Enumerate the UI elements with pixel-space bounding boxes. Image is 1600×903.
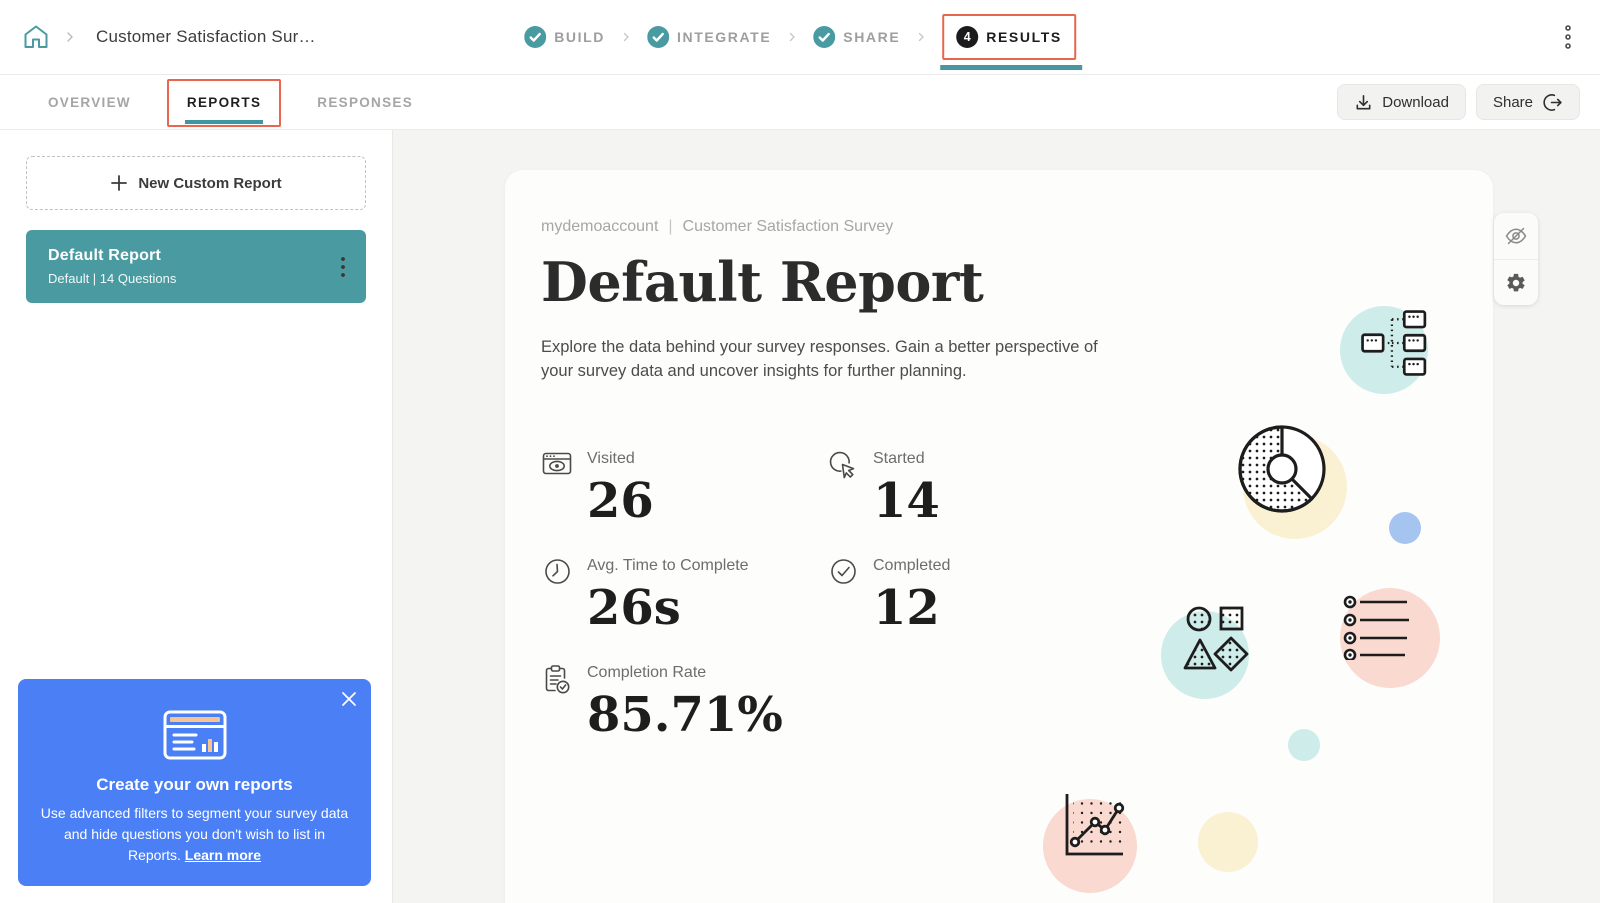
new-custom-report-button[interactable]: New Custom Report — [26, 156, 366, 210]
step-label: INTEGRATE — [677, 29, 772, 45]
check-circle-icon — [647, 26, 669, 48]
stat-label: Completed — [873, 556, 951, 574]
tab-reports[interactable]: REPORTS — [166, 75, 282, 129]
report-side-tools — [1494, 213, 1538, 305]
stat-value: 26 — [587, 472, 654, 529]
step-share[interactable]: SHARE — [813, 26, 900, 48]
home-button[interactable] — [20, 21, 52, 53]
report-item-menu-button[interactable] — [336, 252, 350, 282]
topbar: Customer Satisfaction Sur… BUILD INTEGRA… — [0, 0, 1600, 75]
page-body: New Custom Report Default Report Default… — [0, 130, 1600, 903]
main-content: mydemoaccount | Customer Satisfaction Su… — [393, 130, 1600, 903]
deco-circle-teal-dot — [1288, 729, 1320, 761]
report-title: Default Report — [541, 250, 984, 314]
breadcrumb-separator: | — [668, 218, 673, 235]
gear-icon — [1507, 273, 1525, 291]
report-list-item[interactable]: Default Report Default | 14 Questions — [26, 230, 366, 303]
chevron-right-icon — [789, 32, 796, 42]
stat-value: 26s — [587, 579, 681, 636]
step-results[interactable]: 4 RESULTS — [940, 14, 1082, 70]
step-label: BUILD — [554, 29, 605, 45]
active-tab-underline — [184, 120, 264, 124]
download-label: Download — [1382, 93, 1449, 111]
stat-completion-rate: Completion Rate 85.71% — [541, 664, 827, 739]
hide-questions-button[interactable] — [1494, 213, 1538, 259]
deco-circle-blue — [1389, 512, 1421, 544]
eye-off-icon — [1505, 227, 1527, 245]
promo-body-text: Use advanced filters to segment your sur… — [40, 805, 349, 863]
promo-body: Use advanced filters to segment your sur… — [36, 803, 353, 866]
report-item-title: Default Report — [48, 247, 162, 264]
download-icon — [1356, 94, 1371, 109]
reports-sidebar: New Custom Report Default Report Default… — [0, 130, 393, 903]
stat-started: Started 14 — [827, 450, 1157, 525]
step-label: RESULTS — [986, 29, 1062, 45]
chevron-right-icon — [918, 32, 925, 42]
stat-label: Visited — [587, 449, 635, 467]
stat-label: Avg. Time to Complete — [587, 556, 749, 574]
clock-icon — [544, 559, 570, 584]
step-integrate[interactable]: INTEGRATE — [647, 26, 771, 48]
chevron-right-icon — [67, 32, 73, 42]
promo-title: Create your own reports — [96, 775, 293, 794]
tab-responses[interactable]: RESPONSES — [297, 75, 433, 129]
check-circle-outline-icon — [830, 559, 856, 584]
chevron-right-icon — [623, 32, 629, 42]
survey-name: Customer Satisfaction Survey — [682, 218, 894, 235]
tab-label: REPORTS — [186, 94, 262, 110]
breadcrumb: Customer Satisfaction Sur… — [20, 21, 316, 53]
tab-label: RESPONSES — [317, 94, 414, 110]
kebab-menu-icon — [341, 256, 345, 277]
deco-circle-teal — [1340, 306, 1428, 394]
report-description: Explore the data behind your survey resp… — [541, 338, 1098, 380]
stat-visited: Visited 26 — [541, 450, 827, 525]
report-stats: Visited 26 Started — [541, 450, 1493, 739]
report-breadcrumb: mydemoaccount | Customer Satisfaction Su… — [541, 218, 1493, 236]
stat-label: Completion Rate — [587, 663, 707, 681]
report-item-subtitle: Default | 14 Questions — [48, 271, 177, 286]
step-number-badge: 4 — [956, 26, 979, 48]
breadcrumb-survey-title[interactable]: Customer Satisfaction Sur… — [96, 27, 316, 46]
report-summary-card: mydemoaccount | Customer Satisfaction Su… — [505, 170, 1493, 903]
step-label: SHARE — [843, 29, 901, 45]
step-build[interactable]: BUILD — [524, 26, 605, 48]
stat-label: Started — [873, 449, 925, 467]
tab-actions: Download Share — [1337, 84, 1580, 120]
download-button[interactable]: Download — [1337, 84, 1466, 120]
stat-avg-time: Avg. Time to Complete 26s — [541, 557, 827, 632]
active-step-underline — [940, 65, 1082, 70]
check-circle-icon — [813, 26, 836, 48]
tab-label: OVERVIEW — [48, 94, 131, 110]
home-icon — [24, 25, 48, 48]
learn-more-link[interactable]: Learn more — [184, 847, 262, 863]
share-export-icon — [1543, 93, 1562, 111]
plus-icon — [111, 175, 128, 191]
topbar-menu-button[interactable] — [1558, 20, 1578, 54]
check-circle-icon — [524, 26, 547, 48]
promo-card: Create your own reports Use advanced fil… — [18, 679, 371, 886]
kebab-menu-icon — [1565, 25, 1571, 49]
share-label: Share — [1492, 93, 1533, 111]
deco-circle-yellow-small — [1198, 812, 1258, 872]
promo-close-button[interactable] — [339, 689, 359, 709]
cursor-click-icon — [829, 451, 855, 479]
browser-eye-icon — [542, 452, 572, 475]
stat-value: 85.71% — [587, 686, 783, 743]
stat-value: 14 — [873, 472, 940, 529]
report-settings-button[interactable] — [1494, 259, 1538, 305]
clipboard-check-icon — [545, 665, 570, 694]
report-tabbar: OVERVIEW REPORTS RESPONSES Download Shar… — [0, 75, 1600, 130]
tab-overview[interactable]: OVERVIEW — [28, 75, 151, 129]
stat-value: 12 — [873, 579, 940, 636]
wizard-steps: BUILD INTEGRATE SHARE 4 RESULTS — [524, 0, 1082, 74]
report-item-text: Default Report Default | 14 Questions — [48, 247, 336, 286]
close-icon — [342, 692, 356, 706]
share-button[interactable]: Share — [1475, 84, 1580, 120]
stat-completed: Completed 12 — [827, 557, 1157, 632]
new-custom-report-label: New Custom Report — [138, 174, 282, 192]
deco-circle-pink-bottom — [1043, 799, 1137, 893]
report-board-icon — [163, 710, 226, 760]
account-name: mydemoaccount — [541, 218, 659, 235]
